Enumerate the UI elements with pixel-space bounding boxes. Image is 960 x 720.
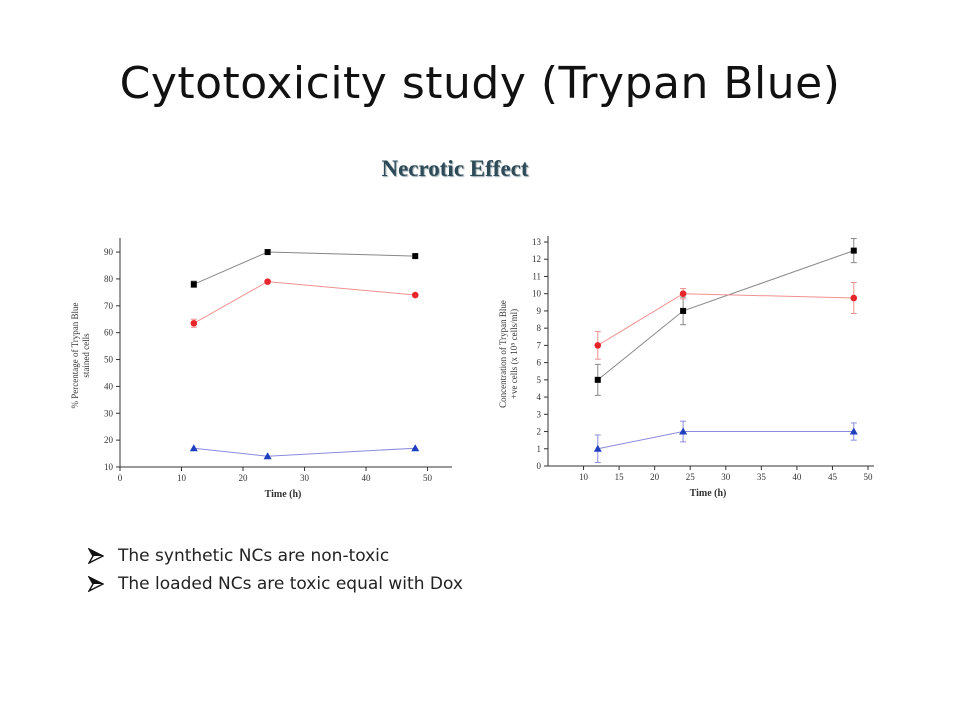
series-line: [597, 250, 854, 381]
data-point-square: [850, 247, 857, 254]
bullet-item: The synthetic NCs are non-toxic: [88, 542, 463, 570]
y-tick-label: 9: [537, 306, 542, 316]
x-tick-label: 15: [615, 472, 625, 482]
series-line: [193, 447, 416, 457]
data-point-triangle: [189, 444, 198, 452]
x-tick-label: 40: [792, 472, 802, 482]
x-tick-label: 30: [300, 473, 310, 483]
bullet-text: The synthetic NCs are non-toxic: [118, 546, 390, 566]
x-tick-label: 50: [423, 473, 433, 483]
y-tick-label: 2: [537, 427, 542, 437]
y-tick-label: 8: [537, 323, 542, 333]
series-line: [597, 293, 854, 346]
slide-subtitle: Necrotic Effect: [381, 156, 529, 181]
y-axis-label: +ve cells (x 10⁵ cells/ml): [509, 309, 519, 399]
y-axis-label: % Percentage of Trypan Blue: [70, 303, 80, 409]
y-tick-label: 12: [532, 254, 541, 264]
data-point-square: [680, 307, 687, 314]
bullet-item: The loaded NCs are toxic equal with Dox: [88, 570, 463, 598]
data-point-circle: [264, 278, 271, 285]
y-tick-label: 10: [532, 289, 542, 299]
data-point-square: [594, 376, 601, 383]
y-axis-label: stained cells: [81, 333, 91, 378]
series-line: [597, 431, 854, 450]
data-point-circle: [850, 294, 858, 302]
x-tick-label: 40: [362, 473, 372, 483]
bullet-text: The loaded NCs are toxic equal with Dox: [118, 574, 463, 594]
y-tick-label: 3: [537, 409, 542, 419]
y-tick-label: 20: [104, 435, 114, 445]
data-point-triangle: [679, 427, 688, 435]
data-point-triangle: [593, 444, 602, 452]
data-point-circle: [411, 291, 419, 299]
y-tick-label: 10: [104, 462, 114, 472]
x-tick-label: 45: [828, 472, 838, 482]
y-tick-label: 40: [104, 381, 114, 391]
data-point-square: [264, 249, 271, 256]
x-tick-label: 50: [864, 472, 874, 482]
slide-title: Cytotoxicity study (Trypan Blue): [119, 58, 841, 109]
data-point-triangle: [263, 452, 272, 460]
x-tick-label: 20: [239, 473, 249, 483]
data-point-triangle: [849, 427, 858, 435]
y-tick-label: 0: [537, 461, 542, 471]
y-tick-label: 50: [104, 355, 114, 365]
y-tick-label: 70: [104, 301, 114, 311]
y-tick-label: 13: [532, 237, 542, 247]
y-tick-label: 90: [104, 247, 114, 257]
chart-percentage-stained: 10 20 30 40 50 60 70 80 90 0 10 20 30 40 50 Time (h) % P…: [70, 238, 452, 500]
x-tick-label: 10: [177, 473, 187, 483]
data-point-circle: [594, 342, 602, 349]
x-tick-label: 20: [650, 472, 660, 482]
y-tick-label: 1: [537, 444, 542, 454]
y-tick-label: 4: [537, 392, 542, 402]
y-axis-label: Concentration of Trypan Blue: [498, 300, 508, 408]
y-tick-label: 60: [104, 328, 114, 338]
y-tick-label: 11: [532, 271, 541, 281]
series-line: [193, 251, 416, 285]
y-tick-label: 5: [537, 375, 542, 385]
arrow-bullet-icon: [88, 576, 104, 592]
data-point-triangle: [411, 444, 420, 452]
arrow-bullet-icon: [88, 548, 104, 564]
x-tick-label: 0: [118, 473, 123, 483]
x-tick-label: 10: [579, 472, 589, 482]
y-tick-label: 30: [104, 408, 114, 418]
x-tick-label: 30: [721, 472, 731, 482]
y-tick-label: 6: [537, 358, 542, 368]
data-point-square: [190, 281, 197, 288]
x-tick-label: 25: [686, 472, 696, 482]
x-axis-label: Time (h): [690, 488, 727, 499]
data-point-circle: [190, 319, 198, 327]
x-tick-label: 35: [757, 472, 767, 482]
data-point-square: [412, 253, 419, 260]
bullet-list: The synthetic NCs are non-toxic The load…: [88, 542, 463, 598]
y-tick-label: 80: [104, 274, 114, 284]
y-tick-label: 7: [537, 340, 542, 350]
data-point-circle: [679, 290, 687, 297]
x-axis-label: Time (h): [265, 489, 302, 500]
series-line: [193, 281, 416, 324]
